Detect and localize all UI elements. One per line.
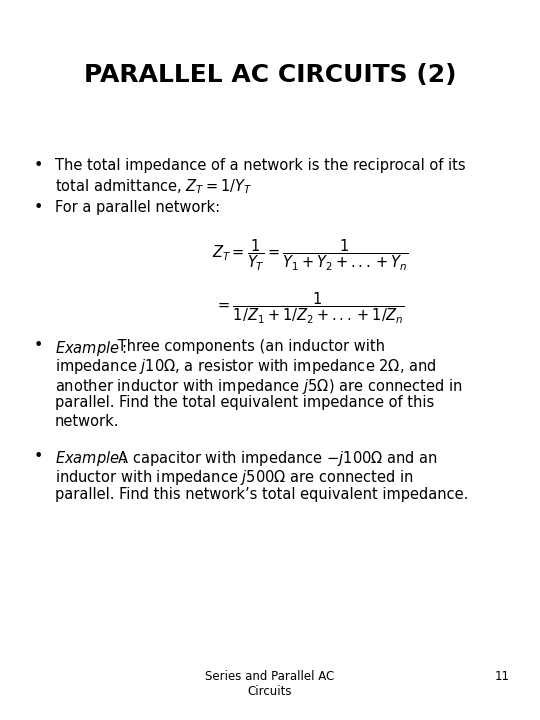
Text: parallel. Find the total equivalent impedance of this: parallel. Find the total equivalent impe…	[55, 395, 434, 410]
Text: total admittance, $Z_T = 1/Y_T$: total admittance, $Z_T = 1/Y_T$	[55, 177, 252, 196]
Text: •: •	[33, 158, 43, 173]
Text: impedance $j10\Omega$, a resistor with impedance $2\Omega$, and: impedance $j10\Omega$, a resistor with i…	[55, 358, 436, 377]
Text: PARALLEL AC CIRCUITS (2): PARALLEL AC CIRCUITS (2)	[84, 63, 456, 87]
Text: Series and Parallel AC
Circuits: Series and Parallel AC Circuits	[205, 670, 335, 698]
Text: Three components (an inductor with: Three components (an inductor with	[113, 338, 385, 354]
Text: A capacitor with impedance $-j100\Omega$ and an: A capacitor with impedance $-j100\Omega$…	[113, 449, 438, 468]
Text: $Z_T = \dfrac{1}{Y_T} = \dfrac{1}{Y_1 + Y_2 + ...+ Y_n}$: $Z_T = \dfrac{1}{Y_T} = \dfrac{1}{Y_1 + …	[212, 238, 408, 273]
Text: •: •	[33, 199, 43, 215]
Text: network.: network.	[55, 415, 119, 430]
Text: •: •	[33, 338, 43, 354]
Text: another inductor with impedance $j5\Omega$) are connected in: another inductor with impedance $j5\Omeg…	[55, 377, 463, 395]
Text: parallel. Find this network’s total equivalent impedance.: parallel. Find this network’s total equi…	[55, 487, 468, 502]
Text: $\mathbf{\mathit{Example:}}$: $\mathbf{\mathit{Example:}}$	[55, 338, 126, 358]
Text: •: •	[33, 449, 43, 464]
Text: $= \dfrac{1}{1/Z_1 + 1/Z_2 + ... + 1/Z_n}$: $= \dfrac{1}{1/Z_1 + 1/Z_2 + ... + 1/Z_n…	[215, 291, 405, 326]
Text: For a parallel network:: For a parallel network:	[55, 199, 220, 215]
Text: The total impedance of a network is the reciprocal of its: The total impedance of a network is the …	[55, 158, 465, 173]
Text: 11: 11	[495, 670, 510, 683]
Text: $\mathbf{\mathit{Example:}}$: $\mathbf{\mathit{Example:}}$	[55, 449, 126, 468]
Text: inductor with impedance $j500\Omega$ are connected in: inductor with impedance $j500\Omega$ are…	[55, 468, 414, 487]
